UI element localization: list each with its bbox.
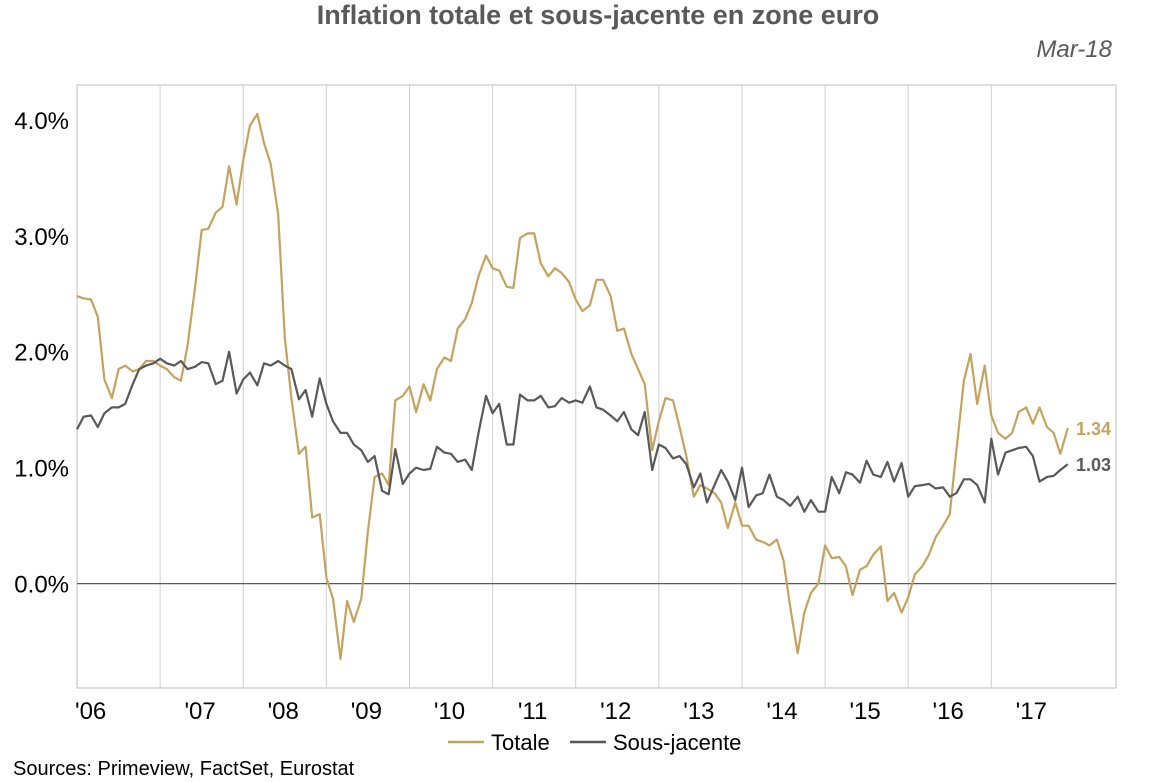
x-tick-label: '15 (849, 698, 880, 725)
x-tick-label: '13 (683, 698, 714, 725)
x-tick-label: '09 (351, 698, 382, 725)
y-tick-label: 3.0% (14, 224, 69, 251)
series-line-totale (76, 112, 1069, 661)
y-axis-tick-labels: 0.0% 1.0% 2.0% 3.0% 4.0% (14, 108, 69, 599)
x-tick-label: '07 (184, 698, 215, 725)
x-tick-label: '11 (518, 698, 548, 725)
series-line-sous-jacente (76, 350, 1069, 513)
chart-title: Inflation totale et sous-jacente en zone… (317, 0, 880, 30)
legend-label-totale: Totale (491, 730, 550, 755)
vertical-gridlines (159, 85, 992, 688)
series-end-labels: 1.34 1.03 (1076, 419, 1111, 475)
x-tick-label: '08 (268, 698, 299, 725)
x-tick-label: '17 (1016, 698, 1047, 725)
end-label-totale: 1.34 (1076, 419, 1111, 439)
x-axis-tick-labels: '06 '07 '08 '09 '10 '11 '12 '13 '14 '15 '16 '17 (75, 698, 1047, 725)
x-tick-label: '10 (434, 698, 465, 725)
x-tick-label: '14 (766, 698, 797, 725)
y-tick-label: 2.0% (14, 340, 69, 367)
x-tick-label: '06 (75, 698, 106, 725)
y-tick-label: 0.0% (14, 572, 69, 599)
x-tick-label: '16 (933, 698, 964, 725)
end-label-sous-jacente: 1.03 (1076, 455, 1111, 475)
legend: Totale Sous-jacente (448, 730, 741, 755)
plot-area-border (76, 84, 1117, 689)
series-lines (76, 112, 1069, 661)
x-tick-label: '12 (600, 698, 631, 725)
y-tick-label: 1.0% (14, 456, 69, 483)
y-tick-label: 4.0% (14, 108, 69, 135)
legend-label-sous-jacente: Sous-jacente (613, 730, 741, 755)
chart-date-label: Mar-18 (1036, 36, 1112, 63)
source-note: Sources: Primeview, FactSet, Eurostat (13, 758, 355, 780)
